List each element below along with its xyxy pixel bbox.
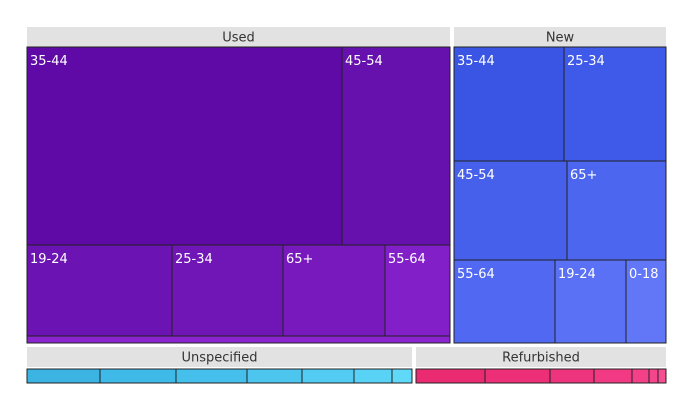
leaf-label: 0-18 (629, 267, 659, 282)
leaf-unspecified-tile-0[interactable] (26, 368, 101, 384)
leaf-refurbished-tile-1[interactable] (484, 368, 551, 384)
leaf-refurbished-tile-2[interactable] (549, 368, 595, 384)
leaf-used-35-44[interactable] (26, 46, 343, 246)
leaf-unspecified-tile-2[interactable] (175, 368, 248, 384)
leaf-label: 55-64 (457, 267, 495, 282)
leaf-unspecified-tile-1[interactable] (99, 368, 177, 384)
leaf-label: 35-44 (30, 54, 68, 69)
leaf-label: 19-24 (558, 267, 596, 282)
group-unspecified: Unspecified (26, 347, 413, 384)
leaf-used-45-54[interactable] (341, 46, 451, 246)
group-title-used: Used (222, 31, 255, 46)
leaf-new-55-64[interactable] (453, 259, 556, 344)
leaf-label: 65+ (570, 168, 597, 183)
leaf-new-45-54[interactable] (453, 160, 568, 261)
leaf-unspecified-tile-5[interactable] (353, 368, 393, 384)
group-refurbished: Refurbished (415, 347, 667, 384)
leaf-new-0-18[interactable] (625, 259, 667, 344)
group-header-new[interactable] (454, 27, 666, 47)
leaf-label: 45-54 (345, 54, 383, 69)
leaf-used-tile-6[interactable] (26, 335, 451, 344)
leaf-used-55-64[interactable] (384, 244, 451, 337)
leaf-new-25-34[interactable] (563, 46, 667, 162)
leaf-label: 19-24 (30, 252, 68, 267)
group-header-used[interactable] (27, 27, 450, 47)
leaf-unspecified-tile-3[interactable] (246, 368, 303, 384)
leaf-unspecified-tile-6[interactable] (391, 368, 413, 384)
leaf-label: 25-34 (175, 252, 213, 267)
group-title-unspecified: Unspecified (182, 351, 258, 366)
leaf-label: 45-54 (457, 168, 495, 183)
group-header-refurbished[interactable] (416, 347, 666, 367)
leaf-refurbished-tile-5[interactable] (648, 368, 659, 384)
group-title-new: New (546, 31, 575, 46)
leaf-refurbished-tile-4[interactable] (631, 368, 650, 384)
group-used: Used 35-44 45-54 19-24 25-34 65+ 55-64 (26, 27, 451, 344)
leaf-new-35-44[interactable] (453, 46, 565, 162)
leaf-refurbished-tile-6[interactable] (657, 368, 667, 384)
leaf-unspecified-tile-4[interactable] (301, 368, 355, 384)
leaf-label: 65+ (286, 252, 313, 267)
group-title-refurbished: Refurbished (502, 351, 580, 366)
leaf-label: 35-44 (457, 54, 495, 69)
leaf-label: 55-64 (388, 252, 426, 267)
group-header-unspecified[interactable] (27, 347, 412, 367)
group-new: New 35-44 25-34 45-54 65+ 55-64 19-24 0-18 (453, 27, 667, 344)
leaf-refurbished-tile-0[interactable] (415, 368, 486, 384)
leaf-label: 25-34 (567, 54, 605, 69)
leaf-refurbished-tile-3[interactable] (593, 368, 633, 384)
